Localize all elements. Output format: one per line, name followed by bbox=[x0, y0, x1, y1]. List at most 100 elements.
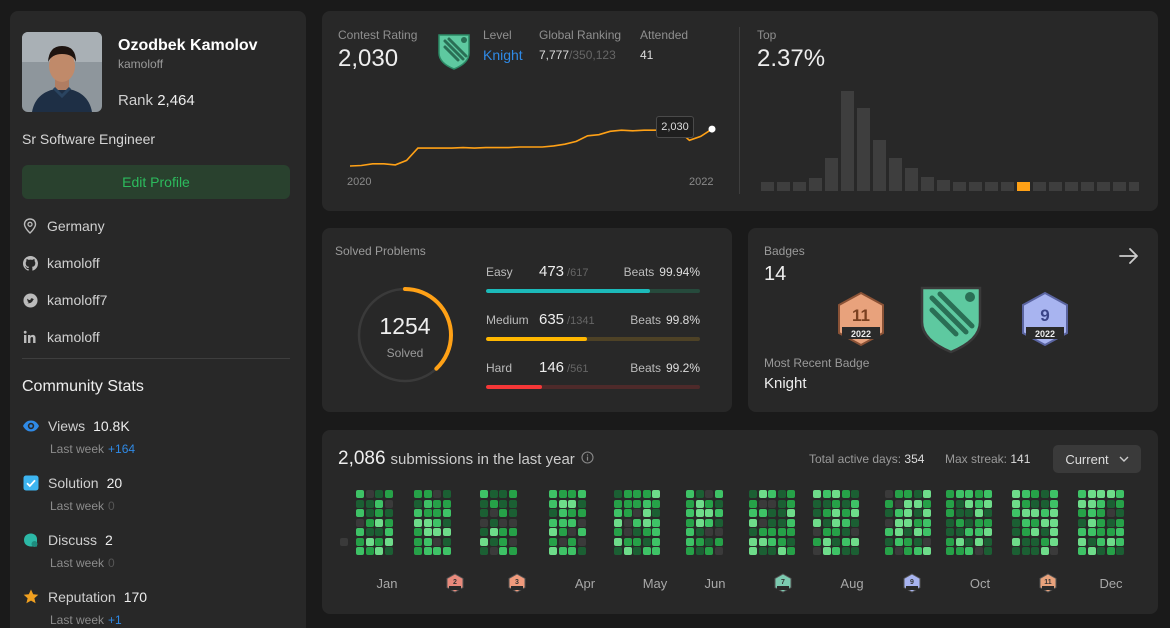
heatmap-cell[interactable] bbox=[356, 518, 364, 527]
heatmap-cell[interactable] bbox=[423, 528, 432, 536]
heatmap-cell[interactable] bbox=[955, 509, 964, 517]
heatmap-cell[interactable] bbox=[1116, 509, 1124, 517]
heatmap-cell[interactable] bbox=[568, 509, 576, 517]
heatmap-cell[interactable] bbox=[768, 528, 776, 536]
heatmap-cell[interactable] bbox=[1012, 509, 1020, 517]
heatmap-cell[interactable] bbox=[904, 490, 912, 498]
heatmap-cell[interactable] bbox=[974, 490, 983, 498]
heatmap-cell[interactable] bbox=[1116, 528, 1124, 536]
heatmap-cell[interactable] bbox=[577, 518, 586, 527]
heatmap-cell[interactable] bbox=[913, 518, 922, 527]
heatmap-cell[interactable] bbox=[913, 537, 922, 546]
heatmap-cell[interactable] bbox=[384, 518, 393, 527]
heatmap-cell[interactable] bbox=[433, 499, 441, 508]
heatmap-cell[interactable] bbox=[633, 490, 641, 498]
twitter-link[interactable]: kamoloff7 bbox=[47, 292, 108, 308]
heatmap-cell[interactable] bbox=[1087, 509, 1096, 517]
heatmap-cell[interactable] bbox=[813, 490, 821, 498]
heatmap-cell[interactable] bbox=[423, 490, 432, 498]
github-row[interactable]: kamoloff bbox=[22, 255, 100, 271]
heatmap-cell[interactable] bbox=[1012, 547, 1020, 555]
heatmap-cell[interactable] bbox=[414, 509, 422, 517]
heatmap-cell[interactable] bbox=[365, 518, 374, 527]
histogram-bar[interactable] bbox=[809, 178, 822, 191]
heatmap-cell[interactable] bbox=[499, 490, 507, 498]
heatmap-cell[interactable] bbox=[384, 547, 393, 555]
heatmap-cell[interactable] bbox=[365, 499, 374, 508]
heatmap-cell[interactable] bbox=[1050, 547, 1058, 555]
heatmap-cell[interactable] bbox=[758, 547, 767, 555]
heatmap-cell[interactable] bbox=[1021, 499, 1030, 508]
heatmap-cell[interactable] bbox=[1012, 537, 1020, 546]
heatmap-cell[interactable] bbox=[1106, 490, 1115, 498]
heatmap-cell[interactable] bbox=[568, 537, 576, 546]
heatmap-cell[interactable] bbox=[841, 518, 850, 527]
rating-histogram[interactable] bbox=[759, 89, 1139, 191]
heatmap-cell[interactable] bbox=[558, 490, 567, 498]
heatmap-cell[interactable] bbox=[499, 547, 507, 555]
heatmap-cell[interactable] bbox=[768, 509, 776, 517]
heatmap-cell[interactable] bbox=[758, 490, 767, 498]
heatmap-cell[interactable] bbox=[1031, 537, 1039, 546]
heatmap-cell[interactable] bbox=[965, 518, 973, 527]
heatmap-cell[interactable] bbox=[549, 547, 557, 555]
heatmap-cell[interactable] bbox=[508, 499, 517, 508]
heatmap-cell[interactable] bbox=[1116, 499, 1124, 508]
heatmap-cell[interactable] bbox=[499, 537, 507, 546]
heatmap-cell[interactable] bbox=[577, 547, 586, 555]
heatmap-cell[interactable] bbox=[923, 518, 931, 527]
heatmap-cell[interactable] bbox=[749, 547, 757, 555]
heatmap-cell[interactable] bbox=[984, 509, 992, 517]
heatmap-cell[interactable] bbox=[480, 547, 488, 555]
heatmap-cell[interactable] bbox=[1097, 528, 1105, 536]
heatmap-cell[interactable] bbox=[1031, 547, 1039, 555]
heatmap-cell[interactable] bbox=[1040, 518, 1049, 527]
heatmap-cell[interactable] bbox=[1050, 518, 1058, 527]
heatmap-cell[interactable] bbox=[894, 547, 903, 555]
heatmap-cell[interactable] bbox=[714, 518, 723, 527]
heatmap-cell[interactable] bbox=[442, 537, 451, 546]
heatmap-cell[interactable] bbox=[549, 509, 557, 517]
heatmap-cell[interactable] bbox=[423, 537, 432, 546]
heatmap-cell[interactable] bbox=[558, 528, 567, 536]
heatmap-cell[interactable] bbox=[714, 547, 723, 555]
heatmap-cell[interactable] bbox=[1012, 490, 1020, 498]
heatmap-cell[interactable] bbox=[913, 499, 922, 508]
heatmap-cell[interactable] bbox=[480, 528, 488, 536]
heatmap-cell[interactable] bbox=[695, 528, 704, 536]
heatmap-cell[interactable] bbox=[549, 499, 557, 508]
heatmap-cell[interactable] bbox=[375, 490, 383, 498]
heatmap-cell[interactable] bbox=[885, 537, 893, 546]
heatmap-cell[interactable] bbox=[923, 499, 931, 508]
heatmap-cell[interactable] bbox=[549, 490, 557, 498]
heatmap-cell[interactable] bbox=[568, 547, 576, 555]
heatmap-cell[interactable] bbox=[768, 537, 776, 546]
heatmap-cell[interactable] bbox=[414, 547, 422, 555]
heatmap-cell[interactable] bbox=[423, 509, 432, 517]
histogram-bar[interactable] bbox=[953, 182, 966, 191]
heatmap-cell[interactable] bbox=[577, 490, 586, 498]
heatmap-cell[interactable] bbox=[965, 547, 973, 555]
heatmap-cell[interactable] bbox=[1050, 509, 1058, 517]
heatmap-cell[interactable] bbox=[356, 547, 364, 555]
heatmap-cell[interactable] bbox=[955, 490, 964, 498]
heatmap-cell[interactable] bbox=[787, 537, 795, 546]
heatmap-cell[interactable] bbox=[1012, 499, 1020, 508]
heatmap-cell[interactable] bbox=[822, 490, 831, 498]
heatmap-cell[interactable] bbox=[442, 547, 451, 555]
heatmap-cell[interactable] bbox=[423, 518, 432, 527]
heatmap-cell[interactable] bbox=[768, 518, 776, 527]
heatmap-cell[interactable] bbox=[614, 499, 622, 508]
heatmap-cell[interactable] bbox=[923, 547, 931, 555]
heatmap-cell[interactable] bbox=[340, 537, 348, 546]
rating-line-chart[interactable] bbox=[344, 111, 718, 181]
heatmap-cell[interactable] bbox=[642, 490, 651, 498]
month-badge-icon[interactable]: 11 bbox=[1039, 573, 1057, 598]
heatmap-cell[interactable] bbox=[705, 547, 713, 555]
heatmap-cell[interactable] bbox=[885, 490, 893, 498]
heatmap-cell[interactable] bbox=[365, 547, 374, 555]
heatmap-cell[interactable] bbox=[1021, 547, 1030, 555]
heatmap-cell[interactable] bbox=[1012, 518, 1020, 527]
heatmap-cell[interactable] bbox=[832, 547, 840, 555]
histogram-bar[interactable] bbox=[841, 91, 854, 191]
